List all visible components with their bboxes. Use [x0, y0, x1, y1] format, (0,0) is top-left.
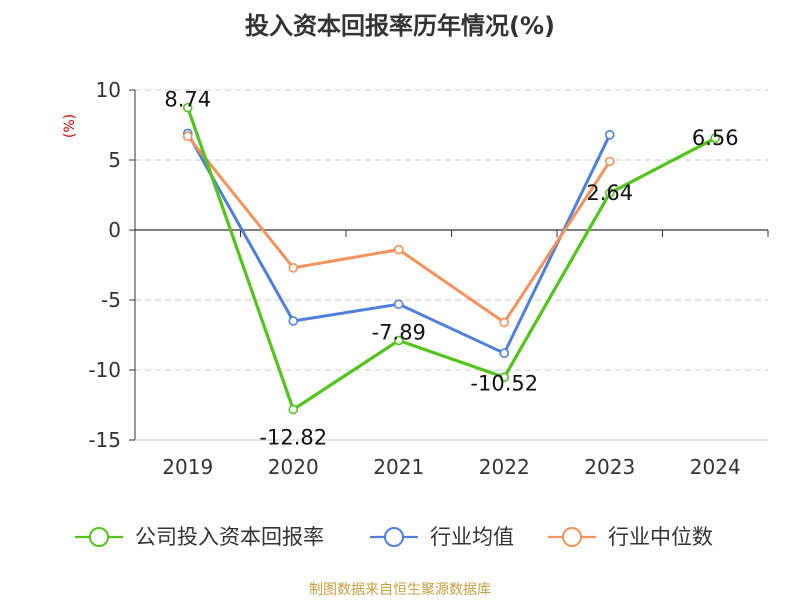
- data-point: [393, 335, 404, 346]
- data-point: [182, 131, 193, 141]
- data-point: [499, 348, 510, 359]
- x-tick-label: 2024: [690, 455, 741, 479]
- data-point: [288, 404, 299, 415]
- y-tick-label: -5: [101, 288, 121, 312]
- legend-label: 行业中位数: [608, 525, 713, 549]
- legend-item[interactable]: 行业中位数: [548, 525, 713, 549]
- data-point: [710, 133, 721, 143]
- legend-item[interactable]: 行业均值: [370, 525, 514, 549]
- data-label: -10.52: [470, 371, 538, 395]
- x-tick-label: 2019: [162, 455, 213, 479]
- series: [182, 102, 721, 415]
- data-labels: 8.74 -12.82 -7.89 -10.52 2.64 6.56: [164, 88, 738, 450]
- data-point: [499, 372, 510, 383]
- data-label: -7.89: [372, 320, 426, 344]
- axes: 10 5 0 -5 -10 -15 2019 2020 2021 2022 2023 2024: [88, 78, 769, 479]
- legend: 公司投入资本回报率 行业均值 行业中位数: [75, 525, 713, 549]
- data-point: [288, 262, 299, 273]
- data-label: 2.64: [586, 181, 633, 205]
- data-point: [288, 316, 299, 326]
- y-tick-label: -15: [88, 428, 121, 452]
- legend-marker: [562, 527, 582, 547]
- legend-label: 行业均值: [430, 525, 514, 549]
- x-tick-label: 2020: [268, 455, 319, 479]
- y-axis-label: (%): [62, 114, 78, 138]
- legend-item[interactable]: 公司投入资本回报率: [75, 525, 324, 549]
- series-line: [186, 135, 612, 324]
- data-point: [393, 244, 404, 255]
- data-label: -12.82: [259, 425, 327, 449]
- data-point: [604, 188, 615, 198]
- grid-lines: [135, 89, 768, 441]
- x-tick-label: 2021: [373, 455, 424, 479]
- data-point: [604, 156, 615, 167]
- data-label: 8.74: [164, 88, 211, 112]
- source-note: 制图数据来自恒生聚源数据库: [309, 582, 491, 598]
- x-tick-label: 2023: [584, 455, 635, 479]
- x-tick-label: 2022: [479, 455, 530, 479]
- chart-title: 投入资本回报率历年情况(%): [245, 12, 555, 40]
- series-line: [186, 107, 716, 412]
- legend-label: 公司投入资本回报率: [135, 525, 324, 549]
- data-point: [393, 299, 404, 310]
- data-label: 6.56: [692, 126, 739, 150]
- y-tick-label: 0: [108, 218, 121, 242]
- data-point: [182, 102, 193, 113]
- y-tick-label: 5: [108, 148, 121, 172]
- legend-marker: [384, 527, 404, 547]
- data-point: [604, 130, 615, 140]
- y-tick-label: -10: [88, 358, 121, 382]
- data-point: [499, 317, 510, 328]
- legend-marker: [89, 527, 109, 547]
- y-tick-label: 10: [96, 78, 121, 102]
